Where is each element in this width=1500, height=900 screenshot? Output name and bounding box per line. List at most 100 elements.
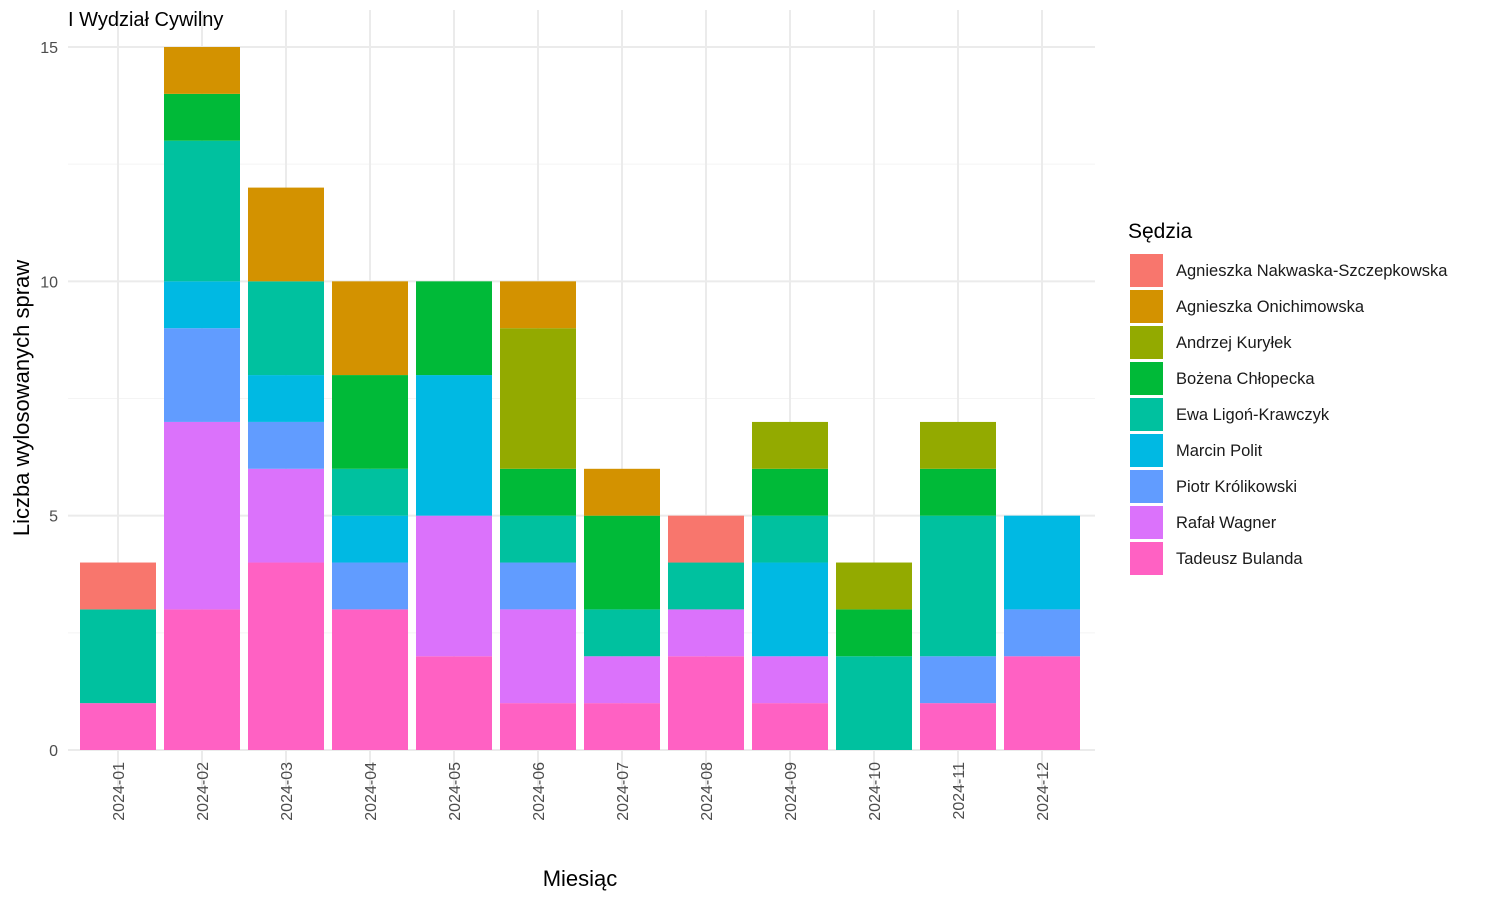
bar-segment (752, 562, 828, 657)
x-tick-label: 2024-03 (279, 762, 296, 821)
bar-segment (500, 515, 576, 563)
bar-segment (164, 281, 240, 329)
bar-segment (248, 468, 324, 563)
bar-segment (416, 375, 492, 516)
y-tick-label: 10 (40, 274, 58, 291)
legend-swatch (1130, 362, 1163, 395)
legend-swatch (1130, 326, 1163, 359)
bar-segment (80, 609, 156, 704)
x-tick-label: 2024-04 (363, 762, 380, 821)
x-axis: 2024-01 2024-02 2024-03 2024-04 2024-05 2024-… (111, 762, 1052, 821)
bar-segment (752, 468, 828, 516)
legend: Agnieszka Nakwaska-Szczepkowska Agnieszka… (1130, 254, 1448, 575)
bar-segment (164, 421, 240, 610)
x-tick-label: 2024-06 (531, 762, 548, 821)
bar-segment (1004, 609, 1080, 657)
bar-segment (248, 421, 324, 469)
x-tick-label: 2024-07 (615, 762, 632, 821)
legend-label: Marcin Polit (1176, 442, 1263, 460)
legend-swatch (1130, 254, 1163, 287)
bar-segment (332, 515, 408, 563)
legend-swatch (1130, 290, 1163, 323)
bar-segment (416, 515, 492, 657)
legend-swatch (1130, 542, 1163, 575)
bar-segment (584, 656, 660, 704)
bar-segment (332, 562, 408, 610)
bar-segment (668, 609, 744, 657)
bar-segment (1004, 656, 1080, 750)
bar-segment (164, 93, 240, 141)
y-axis-title: Liczba wylosowanych spraw (9, 260, 34, 536)
y-tick-label: 15 (40, 40, 58, 57)
bar-segment (164, 140, 240, 282)
x-tick-label: 2024-02 (195, 762, 212, 821)
bar-segment (248, 281, 324, 376)
bar-segment (584, 468, 660, 516)
legend-swatch (1130, 434, 1163, 467)
bar-segment (836, 656, 912, 750)
x-tick-label: 2024-12 (1035, 762, 1052, 821)
legend-label: Andrzej Kuryłek (1176, 334, 1292, 352)
y-tick-label: 0 (49, 743, 58, 760)
bar-segment (500, 328, 576, 469)
legend-label: Piotr Królikowski (1176, 478, 1297, 496)
bar-segment (332, 609, 408, 750)
bar-segment (80, 562, 156, 610)
x-tick-label: 2024-05 (447, 762, 464, 821)
bar-segment (584, 609, 660, 657)
bar-segment (584, 515, 660, 610)
bar-segment (248, 562, 324, 750)
bar-segment (668, 562, 744, 610)
bar-segment (164, 47, 240, 94)
bar-segment (332, 281, 408, 376)
bar-segment (1004, 515, 1080, 610)
bar-segment (584, 703, 660, 750)
bar-segment (332, 468, 408, 516)
bar-segment (164, 609, 240, 750)
bar-segment (416, 281, 492, 376)
bar-segment (164, 328, 240, 422)
legend-title: Sędzia (1128, 220, 1193, 243)
bar-segment (668, 515, 744, 563)
bar-segment (920, 703, 996, 750)
y-axis: 0 5 10 15 (40, 40, 58, 760)
bar-segment (500, 609, 576, 704)
bar-segment (752, 421, 828, 469)
bar-segment (752, 656, 828, 704)
x-tick-label: 2024-08 (699, 762, 716, 821)
bar-segment (500, 281, 576, 329)
bar-segment (752, 703, 828, 750)
bar-segment (920, 515, 996, 657)
y-tick-label: 5 (49, 509, 58, 526)
chart-title: I Wydział Cywilny (68, 9, 223, 31)
x-tick-label: 2024-01 (111, 762, 128, 821)
legend-swatch (1130, 470, 1163, 503)
legend-label: Ewa Ligoń-Krawczyk (1176, 406, 1330, 424)
legend-label: Agnieszka Onichimowska (1176, 298, 1365, 316)
bar-segment (836, 609, 912, 657)
bar-segment (248, 375, 324, 422)
bars (80, 47, 1080, 750)
legend-label: Agnieszka Nakwaska-Szczepkowska (1176, 262, 1448, 280)
bar-segment (500, 468, 576, 516)
bar-segment (920, 468, 996, 516)
legend-swatch (1130, 398, 1163, 431)
x-tick-label: 2024-09 (783, 762, 800, 821)
x-tick-label: 2024-11 (951, 762, 968, 820)
bar-segment (668, 656, 744, 750)
bar-segment (836, 562, 912, 610)
bar-segment (500, 562, 576, 610)
legend-swatch (1130, 506, 1163, 539)
bar-segment (920, 421, 996, 469)
bar-segment (920, 656, 996, 704)
bar-segment (332, 375, 408, 469)
x-axis-title: Miesiąc (543, 866, 618, 891)
x-tick-label: 2024-10 (867, 762, 884, 821)
bar-segment (416, 656, 492, 750)
bar-segment (752, 515, 828, 563)
legend-label: Rafał Wagner (1176, 514, 1277, 532)
bar-segment (500, 703, 576, 750)
bar-segment (248, 187, 324, 282)
bar-segment (80, 703, 156, 750)
